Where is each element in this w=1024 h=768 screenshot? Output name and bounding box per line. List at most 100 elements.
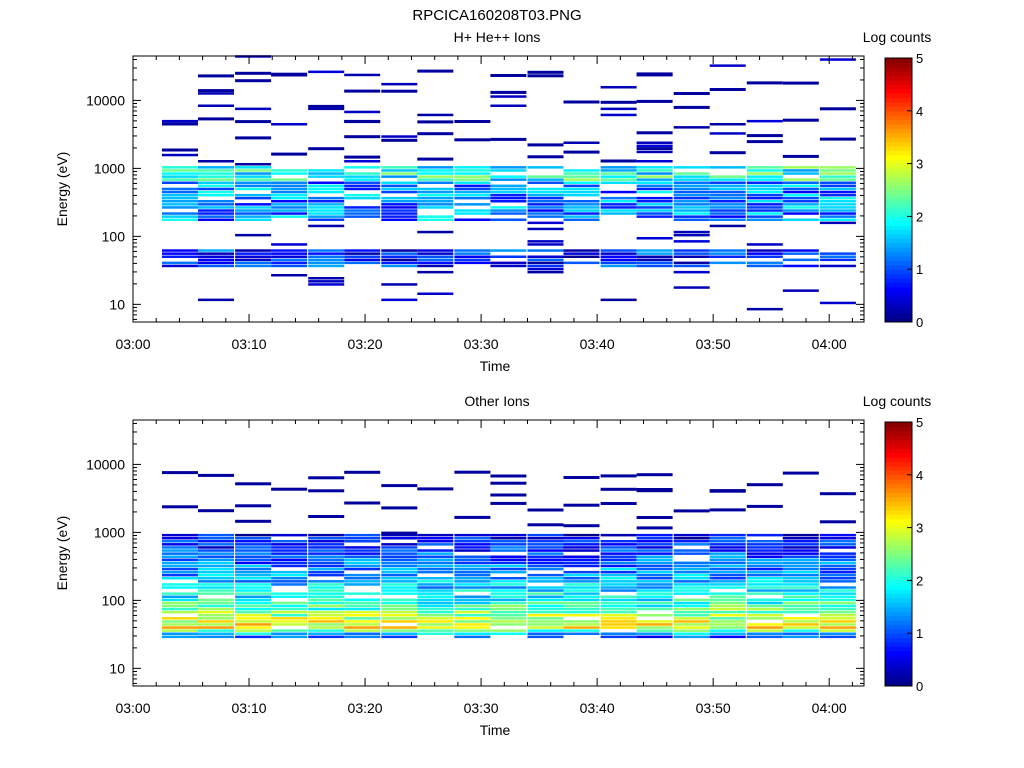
heatmap-cell xyxy=(782,610,819,614)
heatmap-cell xyxy=(308,583,345,586)
heatmap-cell xyxy=(454,543,491,546)
heatmap-cell xyxy=(782,200,819,203)
heatmap-cell xyxy=(782,586,819,589)
colorbar-swatch xyxy=(885,606,912,612)
heatmap-cell xyxy=(782,607,819,611)
heatmap-cell xyxy=(235,570,272,574)
heatmap-cell xyxy=(235,181,272,184)
heatmap-cell xyxy=(381,564,418,568)
heatmap-cell xyxy=(454,252,491,255)
colorbar-swatch xyxy=(885,479,912,485)
heatmap-cell xyxy=(746,561,783,565)
heatmap-cell xyxy=(746,632,783,635)
panel-1-axes: 03:00 03:10 03:20 03:30 03:40 03:50 04:00 10 100… xyxy=(86,56,864,352)
colorbar-swatch xyxy=(885,225,912,231)
heatmap-cell xyxy=(819,58,856,61)
colorbar-swatch xyxy=(885,567,912,573)
heatmap-cell xyxy=(527,221,564,225)
heatmap-cell xyxy=(782,154,819,158)
heatmap-cell xyxy=(709,212,746,215)
heatmap-cell xyxy=(235,629,272,632)
heatmap-cell xyxy=(746,546,783,549)
heatmap-cell xyxy=(673,629,710,632)
colorbar-swatch xyxy=(885,624,912,630)
heatmap-cell xyxy=(235,580,272,583)
heatmap-cell xyxy=(162,620,198,623)
heatmap-cell xyxy=(490,74,527,77)
heatmap-cell xyxy=(782,549,819,552)
heatmap-cell xyxy=(198,187,234,191)
colorbar-swatch xyxy=(885,470,912,476)
heatmap-cell xyxy=(417,558,454,561)
heatmap-cell xyxy=(563,476,600,479)
heatmap-cell xyxy=(308,252,345,255)
heatmap-cell xyxy=(709,564,746,568)
heatmap-cell xyxy=(271,152,308,156)
heatmap-cell xyxy=(746,255,783,258)
heatmap-cell xyxy=(636,526,673,530)
heatmap-cell xyxy=(819,620,856,623)
heatmap-cell xyxy=(709,580,746,583)
colorbar-swatch xyxy=(885,422,912,427)
heatmap-cell xyxy=(381,184,418,188)
heatmap-cell xyxy=(746,209,783,212)
heatmap-cell xyxy=(673,175,710,178)
heatmap-cell xyxy=(709,151,746,155)
colorbar-swatch xyxy=(885,492,912,498)
heatmap-cell xyxy=(636,175,673,178)
heatmap-cell xyxy=(308,277,345,280)
heatmap-cell xyxy=(527,181,564,184)
heatmap-cell xyxy=(636,160,673,163)
heatmap-cell xyxy=(417,583,454,586)
heatmap-cell xyxy=(162,252,198,255)
colorbar-swatch xyxy=(885,646,912,652)
heatmap-cell xyxy=(308,543,345,546)
heatmap-cell xyxy=(235,482,272,486)
heatmap-cell xyxy=(490,586,527,589)
heatmap-cell xyxy=(198,104,234,107)
heatmap-cell xyxy=(563,626,600,629)
x-tick-label: 03:10 xyxy=(232,336,267,352)
heatmap-cell xyxy=(271,258,308,262)
colorbar-swatch xyxy=(885,304,912,310)
heatmap-cell xyxy=(308,489,345,493)
colorbar-swatch xyxy=(885,602,912,608)
heatmap-cell xyxy=(746,187,783,191)
heatmap-cell xyxy=(746,583,783,586)
colorbar-swatch xyxy=(885,58,912,63)
heatmap-cell xyxy=(709,635,746,639)
heatmap-cell xyxy=(235,136,272,140)
heatmap-cell xyxy=(746,573,783,577)
heatmap-cell xyxy=(819,166,856,169)
heatmap-cell xyxy=(490,570,527,574)
heatmap-cell xyxy=(490,580,527,583)
heatmap-cell xyxy=(782,537,819,540)
heatmap-cell xyxy=(563,586,600,589)
heatmap-cell xyxy=(673,200,710,203)
heatmap-cell xyxy=(782,604,819,608)
colorbar-swatch xyxy=(885,119,912,125)
heatmap-cell xyxy=(636,147,673,151)
colorbar-swatch xyxy=(885,664,912,669)
heatmap-cell xyxy=(709,623,746,626)
heatmap-cell xyxy=(198,546,234,549)
heatmap-cell xyxy=(198,533,234,537)
heatmap-cell xyxy=(490,533,527,537)
heatmap-cell xyxy=(381,604,418,608)
heatmap-cell xyxy=(235,264,272,268)
colorbar-swatch xyxy=(885,93,912,99)
heatmap-cell xyxy=(235,626,272,629)
panel-2-ylabel: Energy (eV) xyxy=(54,516,70,591)
heatmap-cell xyxy=(381,258,418,262)
heatmap-cell xyxy=(381,592,418,595)
heatmap-cell xyxy=(709,617,746,620)
colorbar-swatch xyxy=(885,650,912,656)
heatmap-cell xyxy=(563,252,600,255)
heatmap-cell xyxy=(235,163,272,166)
heatmap-cell xyxy=(271,580,308,583)
heatmap-cell xyxy=(673,172,710,175)
heatmap-cell xyxy=(162,181,198,184)
heatmap-cell xyxy=(381,567,418,571)
heatmap-cell xyxy=(746,586,783,589)
panel-2-colorbar: 0 1 2 3 4 5 xyxy=(884,415,923,694)
